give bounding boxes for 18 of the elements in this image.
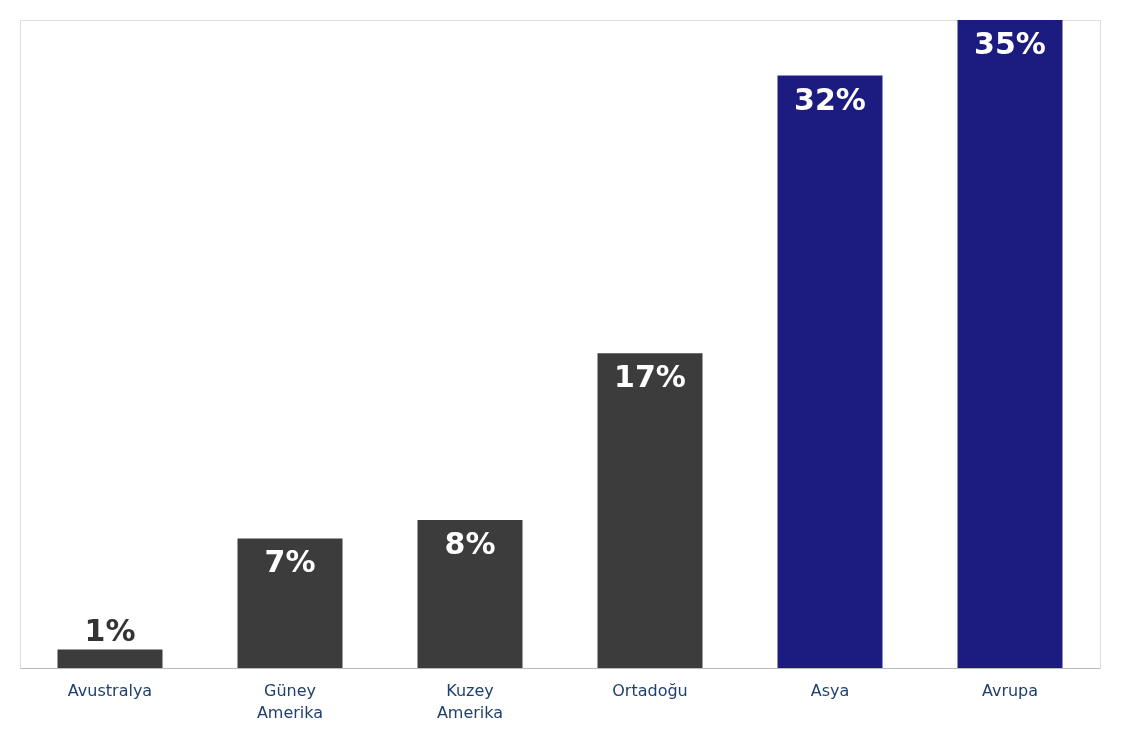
- x-tick-label: Güney Amerika: [256, 680, 324, 722]
- bar: [57, 649, 163, 668]
- bar: [237, 538, 343, 668]
- data-label: 35%: [974, 26, 1046, 61]
- x-tick-label: Ortadoğu: [612, 680, 688, 700]
- data-label: 8%: [444, 525, 496, 561]
- bar: [777, 75, 883, 668]
- bar: [597, 353, 703, 668]
- bar: [957, 20, 1063, 668]
- data-label: 7%: [264, 544, 316, 580]
- data-label: 1%: [84, 613, 136, 649]
- x-tick-label: Avrupa: [981, 680, 1039, 700]
- x-tick-label: Avustralya: [67, 680, 153, 700]
- data-label: 17%: [614, 359, 686, 395]
- x-tick-label: Kuzey Amerika: [436, 680, 504, 722]
- data-label: 32%: [794, 81, 866, 117]
- x-tick-label: Asya: [810, 680, 850, 700]
- bar: [417, 519, 523, 668]
